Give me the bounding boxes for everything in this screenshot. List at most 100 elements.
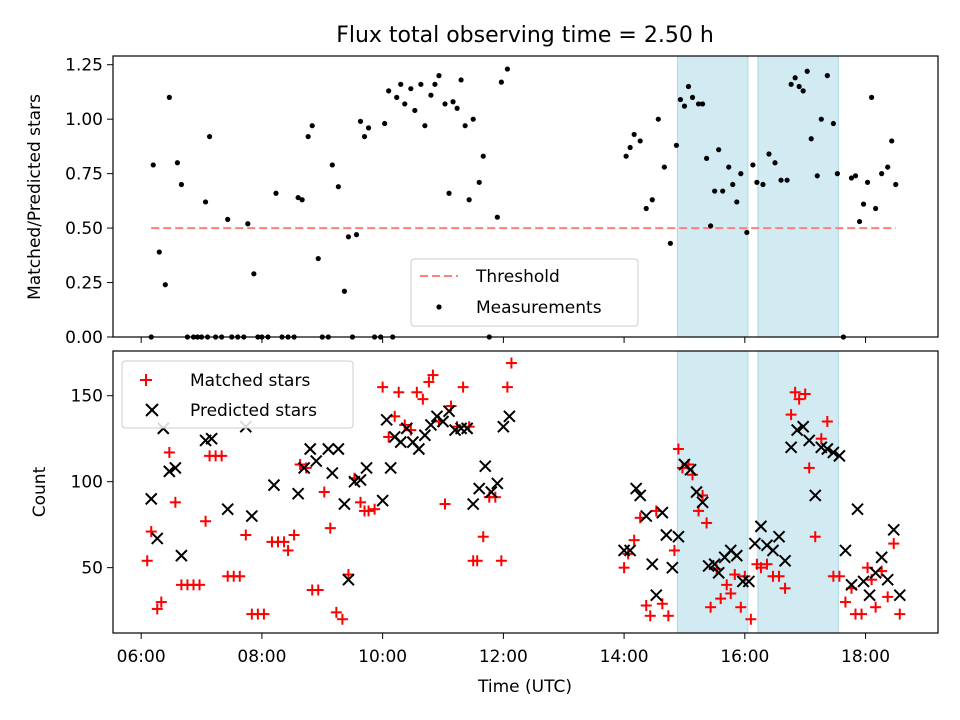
x-tick-label: 18:00 xyxy=(841,647,890,667)
measurement-point xyxy=(814,173,820,179)
top-legend: Threshold Measurements xyxy=(410,258,639,327)
matched-star-point xyxy=(342,569,354,581)
measurement-point xyxy=(345,234,352,240)
measurement-point xyxy=(804,68,810,74)
measurement-point xyxy=(162,282,168,288)
matched-star-point xyxy=(501,381,513,393)
predicted-star-point xyxy=(151,532,164,545)
top-shaded-spans xyxy=(676,55,839,338)
shaded-span xyxy=(757,55,839,338)
measurement-point xyxy=(251,271,257,277)
bottom-axes-frame xyxy=(112,350,939,634)
shaded-span xyxy=(757,350,839,634)
predicted-star-point xyxy=(708,558,721,571)
x-tick-label: 14:00 xyxy=(600,647,649,667)
measurement-point xyxy=(446,190,452,196)
matched-star-point xyxy=(888,538,900,550)
measurement-point xyxy=(442,101,448,107)
measurement-point xyxy=(299,197,305,203)
measurement-point xyxy=(708,223,714,229)
matched-star-point xyxy=(729,569,741,581)
measurement-point xyxy=(480,153,486,159)
matched-star-point xyxy=(169,496,181,508)
matched-star-point xyxy=(505,357,517,369)
predicted-stars-series xyxy=(145,404,906,602)
measurement-point xyxy=(716,147,722,153)
measurement-point xyxy=(760,181,766,188)
predicted-star-point xyxy=(696,496,709,509)
measurement-point xyxy=(766,151,772,157)
matched-star-point xyxy=(833,570,845,582)
matched-star-point xyxy=(369,503,381,515)
matched-star-point xyxy=(477,531,489,543)
y-tick-label: 0.25 xyxy=(65,274,103,294)
measurement-point xyxy=(498,79,504,85)
x-tick-label: 08:00 xyxy=(237,647,286,667)
measurement-point xyxy=(470,116,476,122)
matched-star-point xyxy=(363,505,375,517)
matched-star-point xyxy=(628,534,640,546)
predicted-star-point xyxy=(303,442,317,456)
predicted-star-point xyxy=(796,420,810,433)
predicted-star-point xyxy=(145,492,158,506)
matched-star-point xyxy=(282,544,294,556)
measurement-point xyxy=(860,201,867,207)
predicted-star-point xyxy=(660,528,673,542)
matched-star-point xyxy=(288,529,300,541)
matched-star-point xyxy=(735,601,747,613)
predicted-star-point xyxy=(893,588,906,602)
measurement-point xyxy=(329,162,335,168)
matched-star-point xyxy=(234,570,246,582)
predicted-star-point xyxy=(672,530,685,543)
measurement-point xyxy=(703,155,710,161)
measurement-point xyxy=(726,164,732,170)
matched-star-point xyxy=(785,409,797,421)
predicted-star-point xyxy=(497,420,510,433)
y-tick-label: 150 xyxy=(71,387,103,407)
predicted-star-point xyxy=(267,478,281,492)
legend-threshold-label: Threshold xyxy=(475,267,560,287)
matched-star-point xyxy=(318,486,330,498)
matched-star-point xyxy=(439,498,451,510)
bottom-y-ticks: 50 100 150 xyxy=(71,387,113,579)
predicted-star-point xyxy=(875,551,888,564)
measurement-point xyxy=(834,171,840,177)
chart-title: Flux total observing time = 2.50 h xyxy=(336,23,714,48)
predicted-star-point xyxy=(881,573,894,586)
predicted-star-point xyxy=(338,497,351,511)
matched-star-point xyxy=(151,603,163,615)
measurement-point xyxy=(450,99,456,105)
predicted-star-point xyxy=(666,561,679,574)
predicted-star-point xyxy=(863,588,876,602)
measurement-point xyxy=(800,88,806,94)
measurement-point xyxy=(885,164,891,170)
matched-star-point xyxy=(725,587,737,599)
y-tick-label: 0.50 xyxy=(65,219,103,239)
predicted-star-point xyxy=(803,434,816,447)
predicted-star-point xyxy=(485,485,498,499)
measurement-point xyxy=(436,73,442,79)
matched-star-point xyxy=(495,555,507,567)
predicted-star-point xyxy=(633,489,647,502)
top-y-ticks: 0.00 0.25 0.50 0.75 1.00 1.25 xyxy=(65,56,113,348)
matched-star-point xyxy=(882,591,894,603)
matched-star-point xyxy=(644,610,656,622)
matched-star-point xyxy=(399,419,411,431)
matched-star-point xyxy=(705,601,717,613)
predicted-star-point xyxy=(623,544,637,557)
predicted-star-point xyxy=(322,442,335,456)
matched-legend-swatch xyxy=(140,374,152,386)
matched-star-point xyxy=(240,529,252,541)
measurement-point xyxy=(357,118,364,124)
measurement-point xyxy=(631,131,637,138)
measurement-point xyxy=(754,179,760,185)
y-tick-label: 0.00 xyxy=(65,328,103,348)
measurement-point xyxy=(150,162,156,168)
matched-star-point xyxy=(839,596,851,608)
predicted-star-point xyxy=(354,473,367,487)
predicted-star-point xyxy=(742,575,756,588)
matched-star-point xyxy=(773,570,785,582)
measurement-point xyxy=(868,94,875,100)
matched-stars-series xyxy=(141,357,906,625)
matched-star-point xyxy=(216,450,228,462)
